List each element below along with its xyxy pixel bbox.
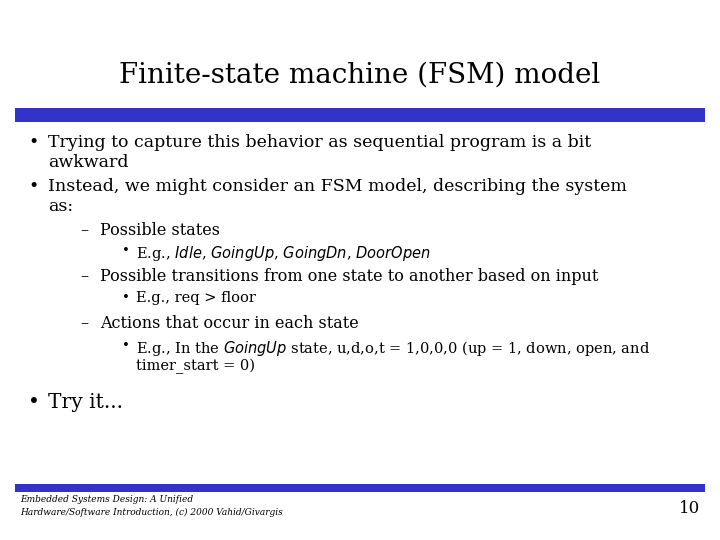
Text: –: – [80, 222, 88, 239]
Text: –: – [80, 268, 88, 285]
Text: Hardware/Software Introduction, (c) 2000 Vahid/Givargis: Hardware/Software Introduction, (c) 2000… [20, 508, 283, 517]
Text: Embedded Systems Design: A Unified: Embedded Systems Design: A Unified [20, 495, 193, 504]
Text: Instead, we might consider an FSM model, describing the system: Instead, we might consider an FSM model,… [48, 178, 627, 195]
Text: •: • [28, 134, 38, 151]
Text: E.g., $\mathit{Idle}$, $\mathit{GoingUp}$, $\mathit{GoingDn}$, $\mathit{DoorOpen: E.g., $\mathit{Idle}$, $\mathit{GoingUp}… [136, 244, 431, 263]
Text: •: • [28, 178, 38, 195]
Text: awkward: awkward [48, 154, 128, 171]
Text: E.g., req > floor: E.g., req > floor [136, 291, 256, 305]
Text: timer_start = 0): timer_start = 0) [136, 359, 255, 374]
Text: •: • [122, 291, 130, 304]
Text: Possible transitions from one state to another based on input: Possible transitions from one state to a… [100, 268, 598, 285]
Text: 10: 10 [679, 500, 700, 517]
Text: Finite-state machine (FSM) model: Finite-state machine (FSM) model [120, 62, 600, 89]
Text: •: • [122, 244, 130, 257]
Text: Actions that occur in each state: Actions that occur in each state [100, 315, 359, 332]
Bar [15, 108, 705, 122]
Text: •: • [28, 393, 40, 412]
Text: E.g., In the $\mathit{GoingUp}$ state, u,d,o,t = 1,0,0,0 (up = 1, down, open, an: E.g., In the $\mathit{GoingUp}$ state, u… [136, 339, 650, 358]
Text: Try it...: Try it... [48, 393, 123, 412]
Text: –: – [80, 315, 88, 332]
Bar [15, 484, 705, 492]
Text: •: • [122, 339, 130, 352]
Text: Possible states: Possible states [100, 222, 220, 239]
Text: Trying to capture this behavior as sequential program is a bit: Trying to capture this behavior as seque… [48, 134, 591, 151]
Text: as:: as: [48, 198, 73, 215]
